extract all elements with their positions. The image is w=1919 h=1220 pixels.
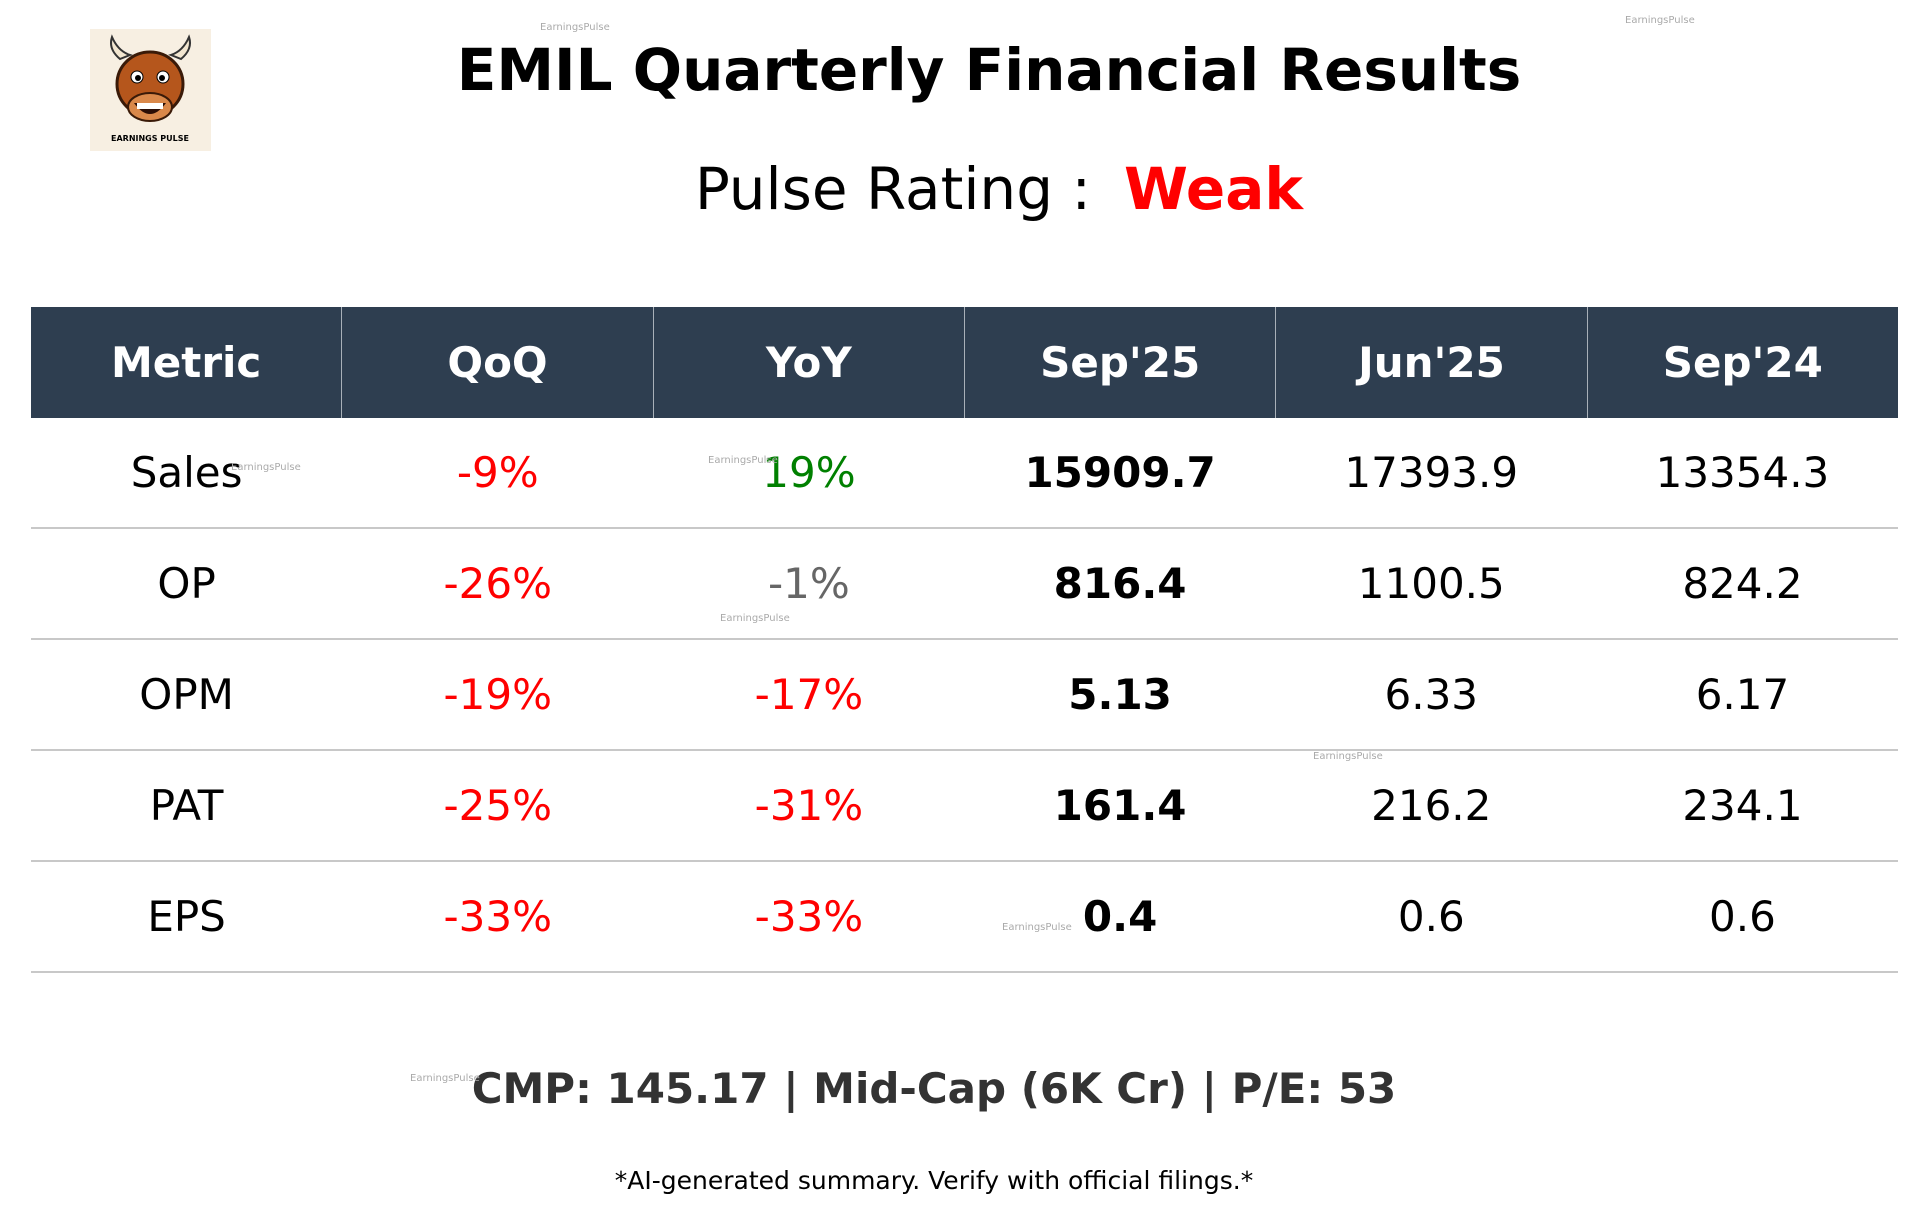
table-cell: 1100.5 — [1357, 559, 1505, 608]
table-cell: OP — [157, 559, 216, 608]
rating-value: Weak — [1124, 155, 1303, 223]
table-row: OPM -19% -17% 5.13 6.33 6.17 — [31, 640, 1898, 751]
table-row: PAT -25% -31% 161.4 216.2 234.1 — [31, 751, 1898, 862]
table-cell: 19% — [762, 448, 856, 497]
logo-text: EARNINGS PULSE — [111, 134, 189, 143]
table-cell: 161.4 — [1053, 781, 1187, 830]
table-cell: 6.17 — [1695, 670, 1790, 719]
table-cell: -26% — [443, 559, 553, 608]
table-cell: 234.1 — [1682, 781, 1803, 830]
table-cell: -17% — [754, 670, 864, 719]
table-cell: 17393.9 — [1344, 448, 1519, 497]
watermark: EarningsPulse — [1625, 15, 1695, 26]
column-header: Sep'25 — [963, 307, 1275, 418]
table-cell: -1% — [768, 559, 850, 608]
summary: CMP: 145.17 | Mid-Cap (6K Cr) | P/E: 53 — [471, 1064, 1397, 1113]
table-cell: -9% — [456, 448, 539, 497]
table-cell: 216.2 — [1371, 781, 1492, 830]
title: EMIL Quarterly Financial Results — [456, 36, 1522, 104]
header-row: Metric QoQ YoY Sep'25 Jun'25 Sep'24 — [31, 307, 1898, 418]
table-cell: -19% — [443, 670, 553, 719]
watermark: EarningsPulse — [410, 1073, 480, 1084]
table-cell: 0.4 — [1082, 892, 1158, 941]
watermark: EarningsPulse — [708, 455, 778, 466]
column-header: Metric — [110, 338, 262, 387]
disclaimer: *AI-generated summary. Verify with offic… — [614, 1166, 1254, 1195]
table-cell: 0.6 — [1709, 892, 1776, 941]
table-cell: Sales — [130, 448, 243, 497]
table-cell: -25% — [443, 781, 553, 830]
logo: EARNINGS PULSE — [90, 29, 211, 151]
watermark: EarningsPulse — [1002, 922, 1072, 933]
column-header: Sep'24 — [1586, 307, 1898, 418]
table-cell: -33% — [443, 892, 553, 941]
results-table: Metric QoQ YoY Sep'25 Jun'25 Sep'24 Sales -9% 19… — [31, 307, 1898, 973]
table-cell: OPM — [139, 670, 234, 719]
column-header: YoY — [652, 307, 964, 418]
watermark: EarningsPulse — [720, 613, 790, 624]
table-cell: 824.2 — [1682, 559, 1803, 608]
table-cell: 15909.7 — [1024, 448, 1216, 497]
table-cell: 5.13 — [1068, 670, 1172, 719]
table-cell: EPS — [147, 892, 226, 941]
watermark: EarningsPulse — [1313, 751, 1383, 762]
watermark: EarningsPulse — [540, 22, 610, 33]
table-cell: PAT — [149, 781, 224, 830]
table-row: OP -26% -1% 816.4 1100.5 824.2 — [31, 529, 1898, 640]
table-cell: -31% — [754, 781, 864, 830]
table-row: Sales -9% 19% 15909.7 17393.9 13354.3 — [31, 418, 1898, 529]
table-cell: -33% — [754, 892, 864, 941]
column-header: QoQ — [341, 307, 652, 418]
watermark: EarningsPulse — [231, 462, 301, 473]
rating-label: Pulse Rating : — [694, 155, 1091, 223]
table-row: EPS -33% -33% 0.4 0.6 0.6 — [31, 862, 1898, 973]
table-cell: 13354.3 — [1655, 448, 1830, 497]
column-header: Jun'25 — [1275, 307, 1586, 418]
table-cell: 816.4 — [1053, 559, 1187, 608]
table-cell: 0.6 — [1397, 892, 1465, 941]
table-cell: 6.33 — [1384, 670, 1479, 719]
